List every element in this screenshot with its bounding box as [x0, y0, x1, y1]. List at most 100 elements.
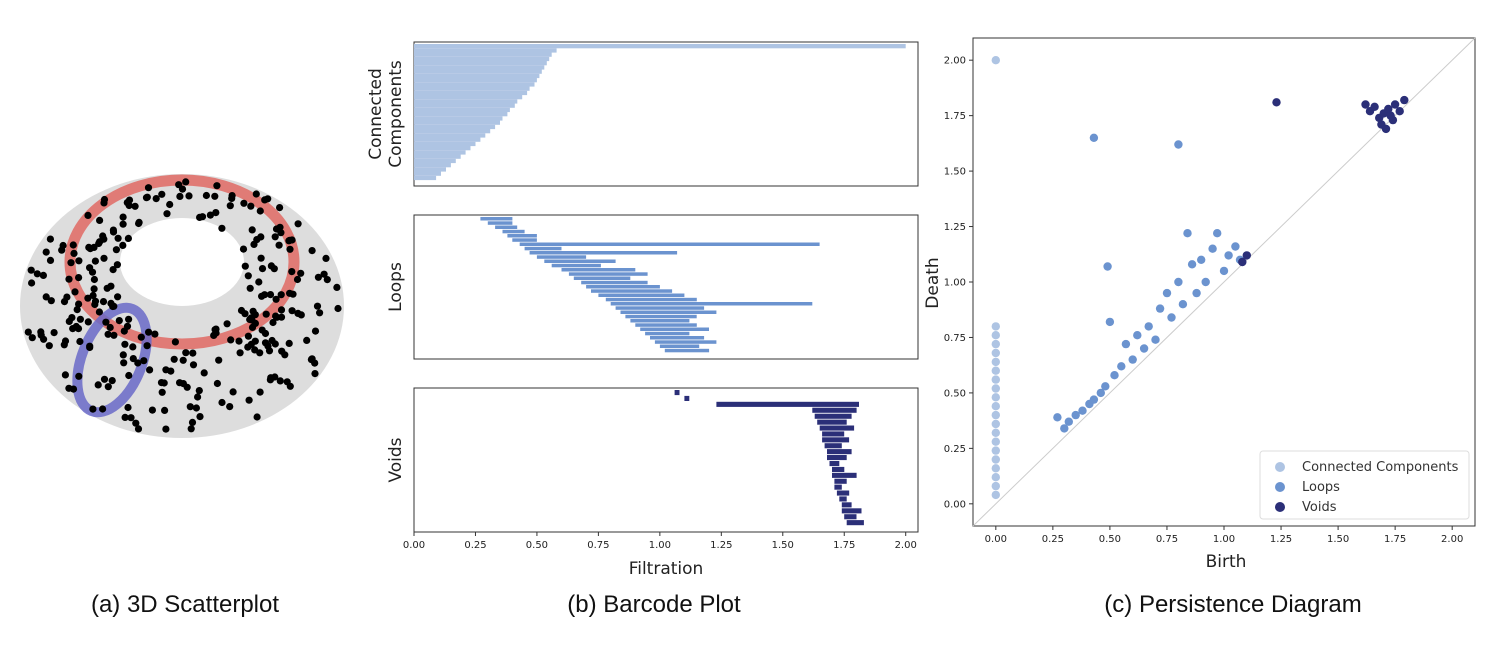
torus-point	[200, 369, 208, 377]
torus-point	[244, 272, 252, 280]
torus-point	[256, 388, 264, 396]
torus-point	[288, 307, 296, 315]
loops-bar	[610, 302, 813, 306]
torus-point	[40, 335, 48, 343]
loops-bar	[561, 268, 636, 272]
torus-point	[146, 366, 154, 374]
torus-point	[85, 243, 93, 251]
torus-point	[229, 388, 237, 396]
components-bar	[414, 150, 466, 155]
components-bar	[414, 95, 523, 100]
x-tick-label: 1.25	[1270, 534, 1292, 545]
components-point	[991, 428, 1000, 437]
torus-point	[286, 245, 294, 253]
torus-point	[320, 270, 328, 278]
torus-point	[114, 293, 122, 301]
torus-point	[103, 284, 111, 292]
x-tick-label: 0.00	[403, 540, 425, 551]
y-tick-label: 0.00	[944, 499, 966, 510]
x-tick-label: 1.50	[772, 540, 794, 551]
legend: Connected Components Loops Voids	[1259, 450, 1470, 520]
torus-point	[119, 220, 127, 228]
loops-point	[1060, 424, 1069, 433]
torus-point	[144, 184, 153, 192]
voids-bar	[817, 419, 847, 425]
torus-point	[70, 249, 78, 257]
components-bar	[414, 171, 441, 176]
torus-point	[322, 254, 330, 262]
torus-point	[119, 241, 127, 249]
x-tick-label: 0.50	[1099, 534, 1121, 545]
torus-point	[134, 425, 143, 433]
components-bar	[414, 124, 496, 130]
voids-point	[1400, 95, 1409, 105]
torus-point	[171, 338, 179, 346]
components-point	[991, 446, 1000, 455]
components-bar	[414, 146, 471, 151]
components-point	[991, 481, 1000, 491]
torus-point	[112, 246, 120, 254]
torus-point	[104, 330, 112, 338]
components-point	[991, 410, 1000, 420]
torus-point	[42, 248, 50, 256]
torus-point	[96, 216, 104, 224]
components-bar	[414, 82, 535, 87]
torus-point	[226, 202, 234, 210]
torus-point	[195, 387, 203, 395]
torus-point	[58, 246, 66, 254]
loops-point	[1105, 317, 1115, 327]
torus-point	[185, 192, 193, 200]
x-tick-label: 0.75	[1156, 534, 1178, 545]
torus-point	[124, 234, 132, 242]
torus-point	[246, 284, 254, 292]
x-tick-label: 1.00	[649, 540, 671, 551]
components-point	[991, 357, 1000, 367]
loops-point	[1089, 395, 1099, 404]
torus-point	[67, 259, 75, 267]
components-bar	[414, 73, 540, 79]
legend-marker-voids	[1275, 502, 1285, 512]
torus-point	[102, 318, 110, 326]
torus-point	[334, 304, 342, 313]
x-tick-label: 0.75	[587, 540, 609, 551]
components-bar	[414, 137, 481, 142]
voids-bar	[844, 514, 857, 520]
torus-point	[255, 278, 263, 286]
torus-point	[148, 406, 156, 414]
torus-point	[61, 371, 69, 379]
legend-box	[1259, 450, 1470, 520]
torus-point	[121, 413, 129, 421]
torus-point	[137, 333, 145, 341]
torus-point	[75, 300, 83, 308]
loops-point	[1151, 335, 1160, 344]
barcode-xlabel: Filtration	[629, 559, 704, 579]
torus-point	[100, 254, 108, 262]
loops-point	[1162, 288, 1172, 298]
torus-point	[114, 234, 122, 242]
torus-point	[33, 270, 41, 278]
y-tick-label: 0.25	[944, 444, 966, 455]
torus-point	[266, 291, 275, 299]
torus-point	[206, 211, 214, 219]
torus-point	[131, 202, 139, 210]
torus-point	[236, 349, 244, 357]
components-bar	[414, 129, 491, 134]
voids-bar	[846, 520, 864, 526]
loops-point	[1128, 355, 1137, 364]
legend-marker-components	[1275, 462, 1285, 472]
torus-point	[277, 306, 286, 314]
torus-point	[194, 393, 202, 401]
torus-point	[108, 377, 116, 385]
torus-point	[262, 310, 270, 318]
components-bar	[414, 52, 552, 57]
loops-point	[1121, 339, 1131, 349]
torus-point	[129, 343, 137, 351]
x-tick-label: 1.50	[1327, 534, 1349, 545]
voids-bar	[834, 478, 847, 484]
components-point	[991, 437, 1000, 446]
torus-point	[166, 200, 174, 209]
components-point	[991, 419, 1000, 429]
torus-point	[189, 349, 197, 357]
torus-point	[228, 192, 236, 200]
